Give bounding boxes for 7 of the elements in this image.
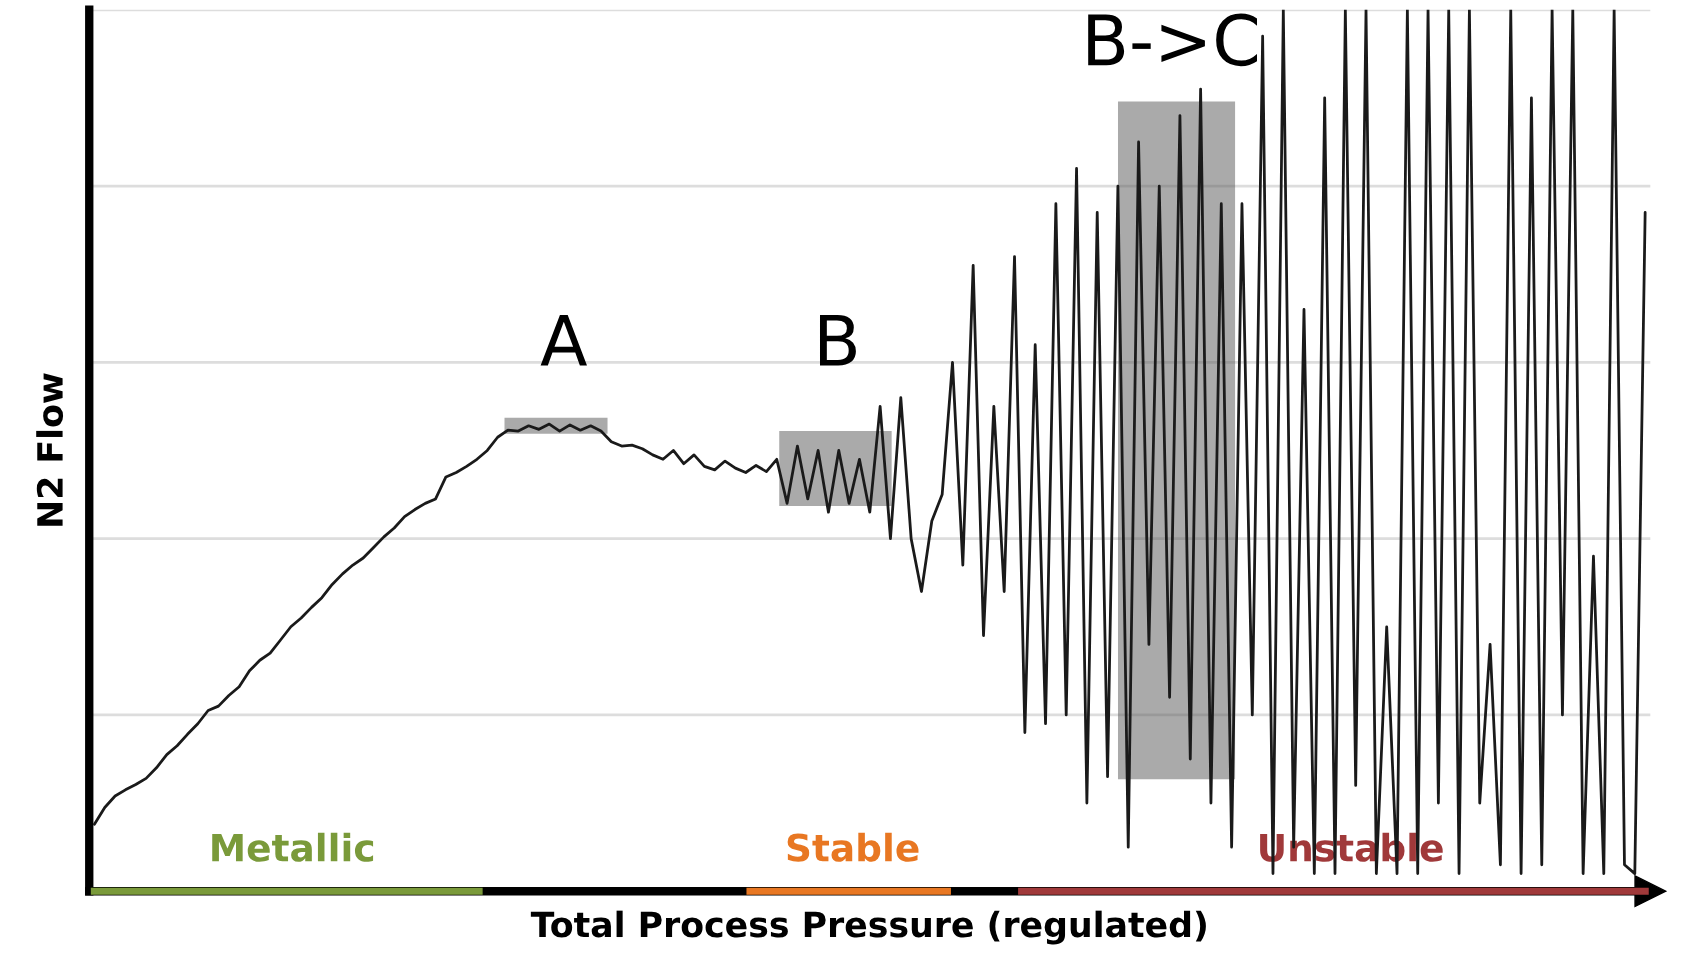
annotation: A: [540, 314, 587, 366]
x-axis-title: Total Process Pressure (regulated): [530, 910, 1206, 945]
y-axis-title: N2 Flow: [36, 373, 64, 526]
annotation: B: [820, 314, 856, 366]
annotation: Stable: [787, 832, 919, 862]
annotation: Metallic: [212, 832, 374, 862]
annotation: B->C: [1088, 13, 1257, 67]
